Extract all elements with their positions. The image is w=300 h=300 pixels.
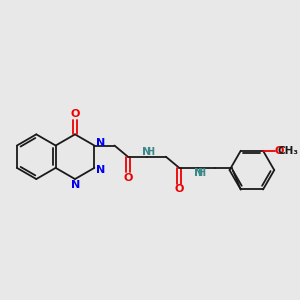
Text: CH₃: CH₃ bbox=[277, 146, 298, 156]
Text: N: N bbox=[71, 180, 81, 190]
Text: O: O bbox=[70, 109, 80, 119]
Text: N: N bbox=[142, 147, 152, 157]
Text: N: N bbox=[96, 138, 105, 148]
Text: O: O bbox=[123, 173, 133, 183]
Text: N: N bbox=[194, 169, 203, 178]
Text: H: H bbox=[146, 147, 154, 157]
Text: H: H bbox=[198, 169, 206, 178]
Text: O: O bbox=[274, 146, 284, 156]
Text: N: N bbox=[96, 165, 105, 175]
Text: O: O bbox=[175, 184, 184, 194]
